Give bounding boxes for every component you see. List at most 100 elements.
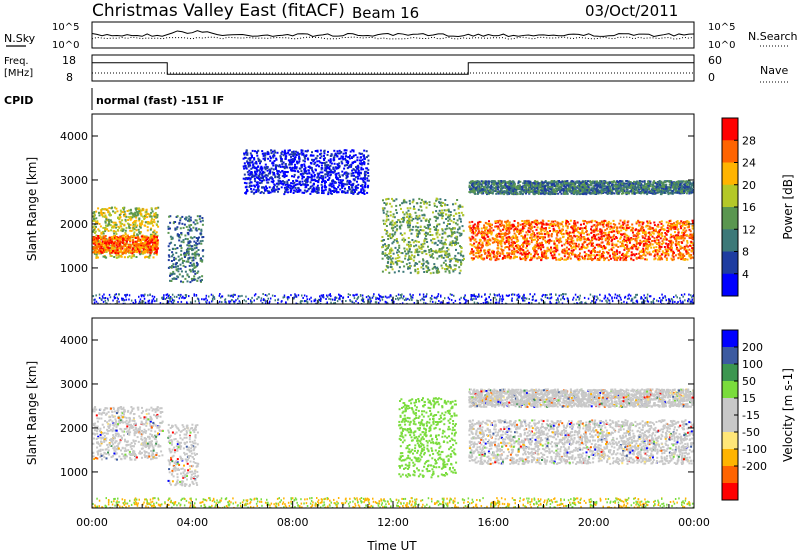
data-cell — [656, 181, 659, 184]
data-cell — [540, 248, 542, 251]
data-cell — [603, 259, 606, 262]
data-cell — [642, 240, 645, 243]
data-cell — [512, 243, 515, 246]
data-cell — [404, 250, 406, 253]
data-cell — [680, 220, 683, 223]
data-cell — [479, 240, 482, 242]
data-cell — [132, 228, 135, 231]
data-cell — [459, 252, 462, 255]
data-cell — [609, 187, 612, 190]
data-cell — [525, 192, 527, 195]
data-cell — [149, 213, 152, 216]
data-cell — [171, 255, 173, 258]
data-cell — [654, 249, 657, 252]
data-cell — [627, 237, 630, 240]
data-cell — [152, 224, 155, 227]
data-cell — [572, 228, 575, 231]
data-cell — [408, 267, 411, 270]
data-cell — [550, 246, 552, 249]
data-cell — [403, 247, 406, 250]
data-cell — [191, 259, 194, 262]
data-cell — [538, 246, 541, 249]
data-cell — [551, 186, 554, 189]
data-cell — [566, 252, 569, 255]
data-cell — [438, 233, 441, 236]
data-cell — [174, 263, 177, 266]
data-cell — [612, 223, 615, 226]
data-cell — [631, 223, 634, 226]
data-cell — [423, 233, 426, 236]
data-cell — [606, 227, 609, 230]
data-cell — [103, 246, 105, 249]
data-cell — [194, 278, 197, 281]
data-cell — [103, 255, 106, 258]
data-cell — [492, 238, 495, 241]
data-cell — [397, 270, 400, 273]
data-cell — [111, 245, 114, 248]
data-cell — [194, 270, 196, 273]
data-cell — [644, 230, 647, 233]
data-cell — [113, 206, 116, 209]
data-cell — [653, 250, 655, 253]
data-cell — [144, 246, 147, 249]
data-cell — [493, 253, 496, 256]
data-cell — [496, 227, 499, 230]
data-cell — [683, 234, 686, 237]
data-cell — [404, 254, 407, 257]
data-cell — [522, 225, 524, 228]
data-cell — [142, 250, 145, 253]
data-cell — [149, 233, 152, 236]
data-cell — [145, 208, 148, 211]
data-cell — [672, 258, 675, 261]
data-cell — [543, 255, 546, 258]
data-cell — [602, 221, 605, 224]
data-cell — [536, 222, 539, 224]
data-cell — [531, 221, 534, 224]
data-cell — [134, 224, 137, 226]
data-cell — [468, 184, 471, 187]
data-cell — [543, 233, 546, 236]
data-cell — [157, 206, 160, 209]
data-cell — [580, 236, 583, 239]
data-cell — [488, 239, 491, 241]
data-cell — [510, 241, 513, 244]
data-cell — [386, 198, 389, 200]
data-cell — [524, 259, 527, 262]
data-cell — [120, 237, 123, 240]
data-cell — [691, 219, 694, 222]
data-cell — [420, 266, 423, 269]
data-cell — [649, 242, 652, 245]
data-cell — [414, 251, 417, 254]
data-cell — [552, 255, 554, 258]
data-cell — [391, 249, 394, 252]
data-cell — [395, 209, 398, 212]
data-cell — [620, 224, 623, 227]
data-cell — [108, 212, 111, 215]
data-cell — [128, 225, 131, 228]
data-cell — [468, 236, 471, 239]
data-cell — [611, 246, 614, 249]
data-cell — [98, 251, 101, 254]
station-title: Christmas Valley East (fitACF) — [92, 1, 345, 21]
data-cell — [669, 247, 671, 250]
data-cell — [622, 188, 625, 191]
data-cell — [533, 238, 536, 241]
data-cell — [656, 251, 659, 254]
data-cell — [660, 226, 663, 229]
data-cell — [540, 232, 543, 235]
data-cell — [461, 205, 464, 208]
data-cell — [513, 220, 516, 222]
data-cell — [487, 255, 490, 258]
data-cell — [573, 242, 576, 245]
data-cell — [586, 245, 589, 248]
data-cell — [107, 218, 110, 221]
data-cell — [591, 238, 594, 241]
data-cell — [170, 260, 173, 262]
data-cell — [388, 256, 391, 259]
data-cell — [592, 248, 595, 251]
data-cell — [455, 248, 457, 251]
data-cell — [134, 249, 137, 252]
data-cell — [484, 252, 486, 255]
data-cell — [187, 252, 190, 255]
data-cell — [103, 215, 106, 218]
